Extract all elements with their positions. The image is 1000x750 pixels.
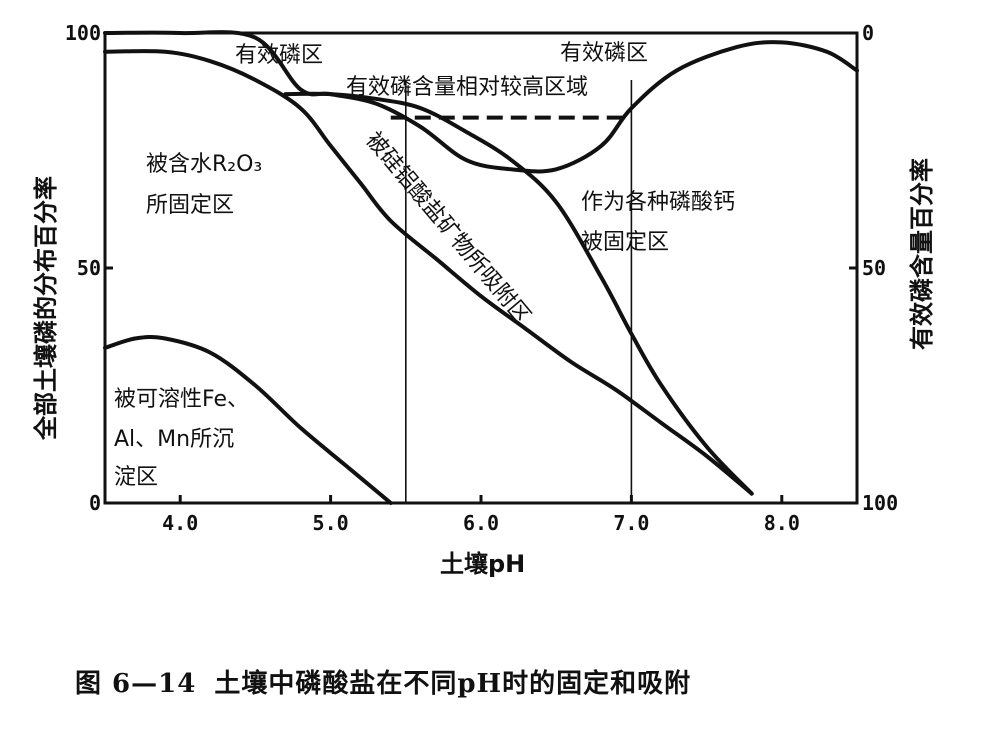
annotation-calcium-line2: 被固定区: [581, 230, 669, 255]
curve-fe_al_mn_boundary: [103, 335, 393, 505]
annotation-available-left: 有效磷区: [235, 43, 323, 68]
curve-r2o3_upper_boundary: [103, 49, 754, 496]
x-tick-label: 7.0: [613, 511, 649, 535]
curve-available_p_curve: [103, 30, 859, 174]
y-axis-title-left: 全部土壤磷的分布百分率: [32, 176, 60, 441]
x-tick-label: 6.0: [463, 511, 499, 535]
annotation-fe-line2: Al、Mn所沉: [114, 427, 234, 452]
y-left-tick-label: 100: [65, 21, 101, 45]
caption-text: 土壤中磷酸盐在不同pH时的固定和吸附: [214, 669, 692, 699]
caption-label: 图 6—14: [75, 669, 197, 699]
y-left-tick-label: 50: [77, 256, 101, 280]
curves-layer: [103, 30, 859, 505]
annotation-r2o3-line2: 所固定区: [146, 193, 234, 218]
y-right-tick-label: 50: [862, 256, 886, 280]
x-axis-title: 土壤pH: [440, 550, 525, 578]
y-right-tick-label: 0: [862, 21, 874, 45]
annotation-available-right: 有效磷区: [560, 41, 648, 66]
x-tick-label: 5.0: [313, 511, 349, 535]
y-left-tick-label: 0: [89, 491, 101, 515]
figure-caption: 图 6—14 土壤中磷酸盐在不同pH时的固定和吸附: [75, 663, 709, 700]
annotation-high-available: 有效磷含量相对较高区域: [346, 75, 588, 100]
annotation-fe-line1: 被可溶性Fe、: [114, 387, 249, 412]
annotation-fe-line3: 淀区: [114, 465, 158, 490]
annotation-calcium-line1: 作为各种磷酸钙: [581, 190, 735, 215]
curve-silicate_upper_boundary: [283, 91, 754, 496]
annotation-r2o3-line1: 被含水R₂O₃: [146, 152, 262, 177]
y-right-tick-label: 100: [862, 491, 898, 515]
y-axis-title-right: 有效磷含量百分率: [908, 158, 936, 350]
x-tick-label: 8.0: [764, 511, 800, 535]
x-tick-label: 4.0: [162, 511, 198, 535]
axes-layer: 4.0 5.0 6.0 7.0 8.0 0 50 100 0 50 100: [65, 21, 898, 535]
